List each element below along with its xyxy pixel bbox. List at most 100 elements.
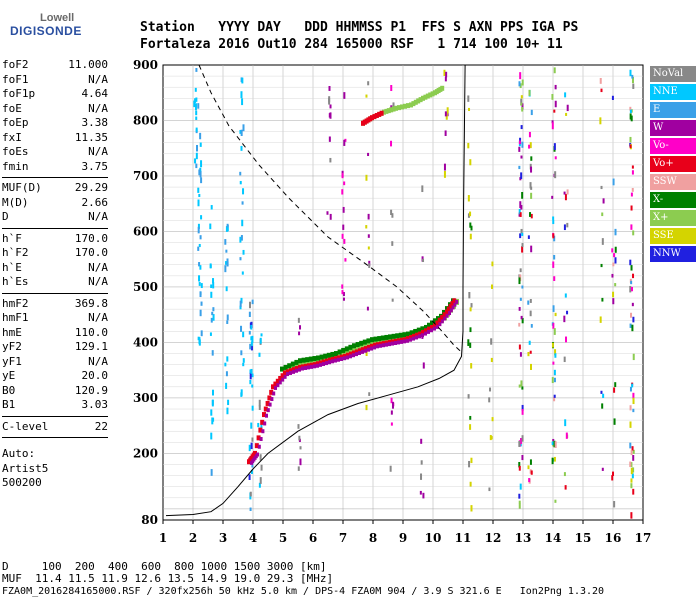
echo-noise-mark (602, 393, 605, 399)
echo-noise-mark (600, 390, 603, 394)
echo-noise-mark (199, 291, 202, 298)
o-trace-mark (267, 395, 272, 401)
o-trace-mark (409, 334, 413, 340)
echo-noise-mark (260, 464, 263, 471)
echo-noise-mark (365, 404, 368, 411)
x-trace-mark (355, 342, 360, 348)
echo-noise-mark (211, 350, 214, 356)
echo-noise-mark (259, 477, 262, 484)
o-trace-mark (346, 355, 349, 360)
upper-trace-mark (406, 103, 410, 109)
param-key: M(D) (2, 195, 29, 209)
echo-noise-mark (552, 322, 555, 329)
echo-noise-mark (519, 483, 522, 490)
o-trace-mark (295, 366, 299, 372)
o-trace-mark (258, 427, 263, 433)
echo-noise-mark (469, 159, 472, 166)
parameters-panel: foF2 11.000 foF1 N/A foF1p 4.64 foE N/A foEp 3.38… (2, 58, 108, 491)
o-trace-mark (292, 367, 296, 373)
o-trace-mark (265, 400, 270, 406)
echo-noise-mark (519, 268, 522, 273)
o-trace-mark (331, 359, 334, 364)
echo-noise-mark (520, 438, 523, 444)
upper-trace-mark (403, 103, 407, 109)
x-trace-mark (344, 346, 349, 352)
echo-noise-mark (521, 79, 524, 86)
echo-noise-mark (554, 353, 557, 358)
upper-trace-mark (372, 114, 377, 120)
echo-noise-mark (258, 482, 261, 488)
echo-noise-mark (210, 409, 213, 416)
legend-item: SSE (650, 228, 696, 244)
echo-noise-mark (519, 201, 522, 209)
echo-noise-mark (297, 317, 300, 323)
echo-noise-mark (240, 392, 243, 397)
echo-noise-mark (195, 67, 198, 72)
echo-noise-mark (530, 324, 533, 328)
o-trace-mark (346, 352, 350, 358)
o-trace-mark (373, 345, 376, 350)
echo-noise-mark (227, 399, 230, 406)
upper-trace-mark (411, 101, 416, 107)
echo-noise-mark (240, 91, 243, 99)
x-trace-mark (293, 362, 299, 369)
param-row: C-level 22 (2, 420, 108, 435)
o-trace-mark (450, 301, 455, 307)
echo-noise-mark (632, 83, 635, 89)
echo-noise-mark (259, 337, 262, 344)
x-trace-mark (433, 318, 437, 324)
logo-top-text: Lowell (40, 12, 75, 24)
echo-noise-mark (632, 449, 635, 454)
echo-noise-mark (200, 330, 203, 337)
o-trace-mark (340, 356, 343, 361)
echo-noise-mark (199, 170, 202, 178)
param-value: 170.0 (74, 231, 108, 245)
param-row: fmin 3.75 (2, 160, 108, 175)
echo-noise-mark (518, 384, 521, 388)
echo-noise-mark (565, 336, 568, 343)
echo-noise-mark (257, 422, 260, 428)
param-key: h`Es (2, 275, 29, 288)
echo-noise-mark (612, 262, 615, 267)
echo-noise-mark (239, 257, 242, 261)
x-tick-label: 9 (399, 531, 407, 545)
o-trace-mark (385, 342, 388, 347)
echo-noise-mark (554, 499, 557, 503)
x-trace-mark (384, 334, 389, 340)
echo-noise-mark (211, 389, 214, 396)
o-trace-mark (370, 346, 373, 351)
o-trace-mark (283, 374, 287, 379)
o-trace-mark (424, 331, 427, 336)
echo-noise-mark (467, 195, 470, 202)
echo-noise-mark (551, 342, 554, 348)
upper-trace-mark (418, 97, 423, 103)
echo-noise-mark (390, 397, 393, 404)
echo-noise-mark (224, 362, 227, 367)
echo-noise-mark (368, 392, 371, 396)
echo-noise-mark (250, 368, 253, 374)
echo-noise-mark (527, 465, 530, 470)
upper-trace-mark (377, 111, 382, 117)
o-trace-mark (328, 360, 331, 365)
o-trace-mark (289, 370, 292, 375)
echo-noise-mark (519, 83, 522, 89)
param-row: yF2 129.1 (2, 340, 108, 355)
o-trace-mark (352, 353, 355, 358)
param-separator (2, 177, 108, 178)
x-trace-mark (352, 343, 356, 349)
upper-trace-mark (425, 93, 430, 99)
echo-noise-mark (553, 394, 556, 398)
logo-digisonde: DIGISONDE (10, 24, 82, 38)
param-row: hmE 110.0 (2, 326, 108, 341)
upper-trace-mark (409, 102, 413, 108)
echo-noise-mark (469, 342, 472, 348)
echo-noise-mark (446, 107, 449, 114)
legend-item: X- (650, 192, 696, 208)
echo-noise-mark (521, 141, 524, 148)
echo-noise-mark (194, 98, 197, 103)
echo-noise-mark (242, 249, 245, 255)
echo-noise-mark (519, 212, 522, 217)
echo-noise-mark (521, 246, 524, 253)
echo-noise-mark (239, 180, 242, 185)
echo-noise-mark (630, 265, 633, 271)
